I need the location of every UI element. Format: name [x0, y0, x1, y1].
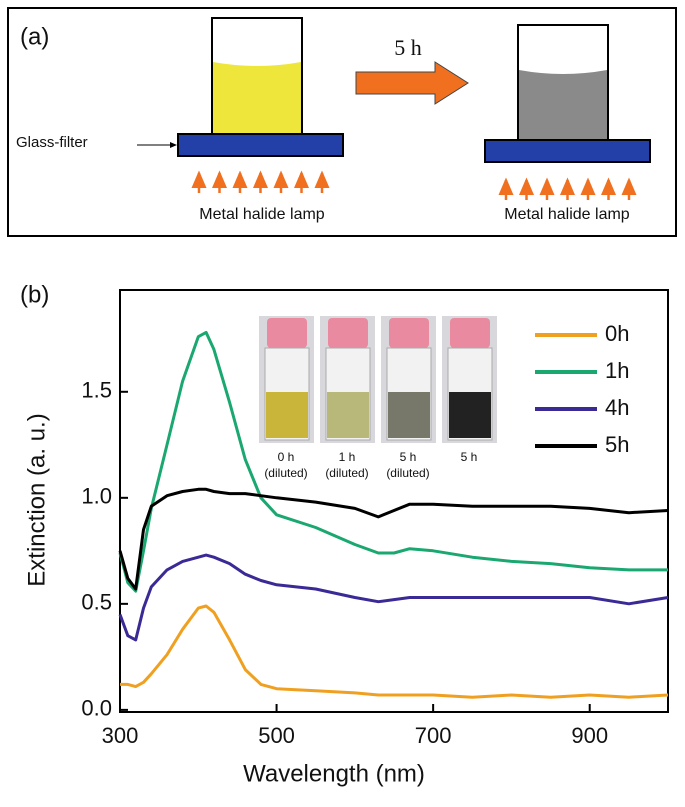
data-line: [120, 604, 669, 699]
panel-label: (b): [20, 281, 49, 308]
glass-filter: [484, 139, 651, 163]
x-tick-label: 900: [571, 723, 608, 748]
vial-cap: [267, 318, 307, 348]
y-tick-label: 0.5: [81, 590, 112, 615]
legend-label: 4h: [605, 395, 629, 420]
lamp-arrows: [191, 170, 637, 200]
x-tick-label: 300: [102, 723, 139, 748]
legend-label: 5h: [605, 432, 629, 457]
inset-label: (diluted): [264, 466, 307, 480]
inset-label: 1 h: [339, 450, 356, 464]
vial-cap: [328, 318, 368, 348]
vial-liquid: [327, 392, 369, 438]
x-tick-label: 700: [415, 723, 452, 748]
lamp-label: Metal halide lamp: [199, 206, 325, 223]
lamp-label: Metal halide lamp: [504, 206, 630, 223]
vial-cap: [450, 318, 490, 348]
data-line: [118, 553, 669, 642]
inset-label: 0 h: [278, 450, 295, 464]
grey-solution: [519, 70, 607, 140]
y-axis-label: Extinction (a. u.): [23, 413, 50, 586]
x-tick-label: 500: [258, 723, 295, 748]
inset-label: (diluted): [386, 466, 429, 480]
legend-label: 0h: [605, 321, 629, 346]
inset-label: 5 h: [461, 450, 478, 464]
data-line: [118, 487, 669, 591]
y-tick-label: 1.0: [81, 484, 112, 509]
vial-liquid: [449, 392, 491, 438]
process-arrow: [355, 61, 469, 105]
filter-label: Glass-filter: [16, 134, 88, 151]
panel-label: (a): [20, 23, 49, 50]
inset-label: (diluted): [325, 466, 368, 480]
arrow-label: 5 h: [394, 35, 422, 60]
vial-liquid: [388, 392, 430, 438]
inset-label: 5 h: [400, 450, 417, 464]
vial-cap: [389, 318, 429, 348]
legend-label: 1h: [605, 358, 629, 383]
panel-frame: [7, 7, 677, 237]
y-tick-label: 1.5: [81, 378, 112, 403]
x-axis-label: Wavelength (nm): [243, 760, 425, 787]
plot-frame: [119, 289, 669, 713]
vial-liquid: [266, 392, 308, 438]
yellow-solution: [213, 62, 301, 133]
data-line: [118, 330, 668, 593]
glass-filter: [177, 133, 344, 157]
y-tick-label: 0.0: [81, 696, 112, 721]
